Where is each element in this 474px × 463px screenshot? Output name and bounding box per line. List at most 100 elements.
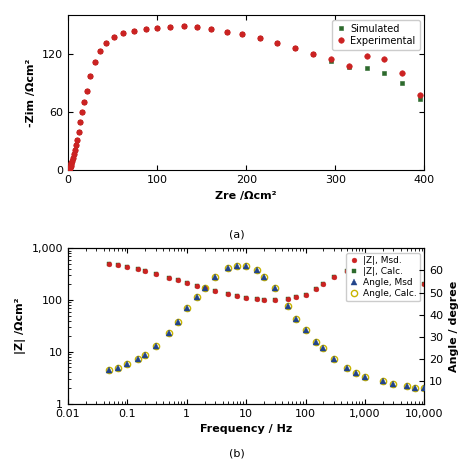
Experimental [364,53,369,59]
|Z|, Calc. [142,269,148,274]
Simulated [87,74,93,79]
|Z|, Msd. [212,288,218,294]
Experimental [87,74,93,79]
Angle, Msd [107,368,112,373]
Y-axis label: -Zim /Ωcm²: -Zim /Ωcm² [27,58,36,127]
Experimental [84,88,90,94]
Angle, Calc. [404,383,410,389]
|Z|, Msd. [421,282,427,287]
Simulated [70,158,75,163]
Experimental [111,35,117,40]
|Z|, Msd. [202,286,208,291]
|Z|, Calc. [115,263,121,268]
Line: |Z|, Msd.: |Z|, Msd. [107,262,427,302]
Angle, Calc. [353,370,359,375]
Experimental [79,109,85,115]
Angle, Msd [391,381,396,387]
Angle, Msd [166,330,172,335]
Simulated [257,36,263,41]
Experimental [328,56,334,62]
Experimental [181,23,187,28]
|Z|, Calc. [320,282,326,287]
Experimental [71,151,77,157]
Experimental [417,92,423,97]
Simulated [103,40,109,46]
|Z|, Msd. [293,295,299,300]
Angle, Msd [261,274,267,280]
|Z|, Calc. [254,296,259,302]
Simulated [76,129,82,134]
Angle, Calc. [194,294,200,300]
Simulated [68,162,74,167]
Y-axis label: |Z| /Ωcm²: |Z| /Ωcm² [15,298,26,354]
|Z|, Msd. [194,283,200,289]
Experimental [81,100,87,105]
|Z|, Calc. [353,265,359,270]
Simulated [92,59,98,64]
Line: Simulated: Simulated [66,23,422,172]
Angle, Msd [272,285,277,291]
Angle, Msd [115,365,121,371]
Angle, Calc. [135,357,141,362]
Angle, Calc. [272,285,277,291]
|Z|, Calc. [380,266,386,272]
Text: (b): (b) [229,448,245,458]
|Z|, Calc. [313,287,319,292]
Experimental [68,163,73,169]
|Z|, Msd. [115,263,121,268]
Simulated [194,24,200,30]
Experimental [73,143,79,148]
Simulated [69,160,74,165]
Angle, Msd [344,365,350,371]
Angle, Msd [184,306,190,311]
Experimental [69,160,74,165]
Simulated [71,155,76,161]
Experimental [310,51,316,56]
Angle, Calc. [320,345,326,351]
|Z|, Calc. [412,277,418,283]
|Z|, Msd. [362,263,368,269]
|Z|, Calc. [261,297,267,302]
Angle, Msd [362,374,368,380]
Experimental [66,166,72,172]
Angle, Calc. [254,268,259,273]
Simulated [67,165,73,171]
Experimental [74,138,80,143]
Simulated [364,66,369,71]
Angle, Msd [404,383,410,389]
Experimental [78,119,83,125]
Line: Angle, Calc.: Angle, Calc. [106,263,428,391]
Angle, Calc. [243,263,249,269]
Experimental [66,167,72,172]
Experimental [131,28,137,33]
Line: Angle, Msd: Angle, Msd [107,263,427,391]
|Z|, Calc. [344,268,350,273]
Experimental [239,31,245,37]
Angle, Calc. [293,317,299,322]
Angle, Msd [175,319,181,324]
|Z|, Msd. [353,265,359,270]
Legend: |Z|, Msd., |Z|, Calc., Angle, Msd, Angle, Calc.: |Z|, Msd., |Z|, Calc., Angle, Msd, Angle… [346,253,420,301]
Experimental [67,164,73,170]
Angle, Msd [293,317,299,322]
Experimental [120,31,126,36]
Experimental [97,48,103,54]
Angle, Msd [421,385,427,391]
Angle, Msd [412,385,418,391]
|Z|, Calc. [243,295,249,300]
Experimental [65,167,71,173]
Angle, Calc. [421,385,427,391]
Simulated [71,151,77,157]
Angle, Msd [153,343,158,349]
Simulated [144,26,149,31]
|Z|, Msd. [135,267,141,272]
Simulated [417,96,423,101]
Simulated [97,48,103,54]
|Z|, Msd. [272,297,277,302]
|Z|, Calc. [184,281,190,286]
|Z|, Msd. [380,266,386,272]
Experimental [168,24,173,30]
Angle, Calc. [362,374,368,380]
Simulated [84,88,90,94]
Angle, Msd [234,263,240,269]
